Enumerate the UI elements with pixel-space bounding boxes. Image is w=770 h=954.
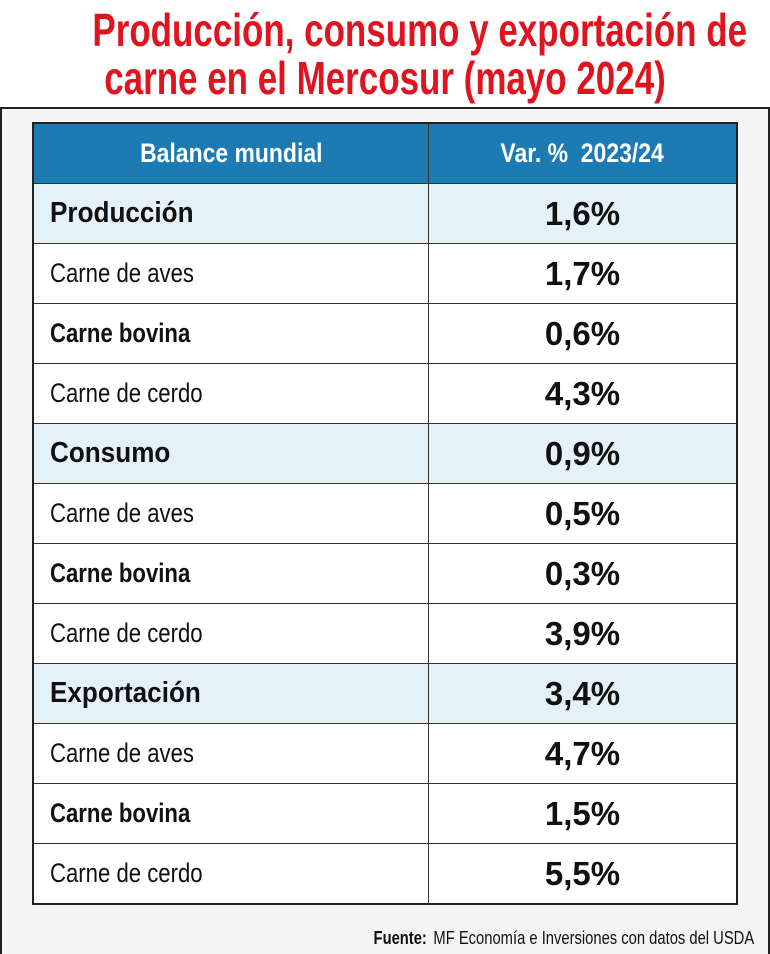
table-row: Producción 1,6% (32, 183, 738, 244)
value-cell: 1,5% (428, 783, 738, 844)
label-text: Carne de aves (50, 258, 194, 288)
table-row: Exportación 3,4% (32, 663, 738, 724)
value-cell: 4,3% (428, 363, 738, 424)
label-cell: Carne de cerdo (32, 363, 429, 424)
value-cell: 5,5% (428, 843, 738, 905)
header-text: Var. % 2023/24 (500, 138, 665, 168)
title: Producción, consumo y exportación de car… (0, 6, 770, 102)
label-cell: Carne bovina (32, 783, 429, 844)
value-cell: 0,5% (428, 483, 738, 544)
title-line: carne en el Mercosur (mayo 2024) (104, 52, 666, 104)
value-cell: 0,9% (428, 423, 738, 484)
table-row: Carne de aves 4,7% (32, 723, 738, 784)
value-cell: 0,3% (428, 543, 738, 604)
label-text: Carne bovina (50, 798, 191, 828)
source: Fuente: MF Economía e Inversiones con dat… (373, 928, 754, 949)
label-text: Carne de cerdo (50, 378, 203, 408)
label-text: Carne bovina (50, 558, 191, 588)
label-cell: Carne de aves (32, 483, 429, 544)
source-text: MF Economía e Inversiones con datos del … (433, 928, 754, 948)
table-row: Carne bovina 0,6% (32, 303, 738, 364)
table-row: Carne de cerdo 5,5% (32, 843, 738, 905)
label-text: Exportación (50, 677, 201, 709)
title-line: Producción, consumo y exportación de (92, 4, 748, 56)
value-cell: 0,6% (428, 303, 738, 364)
value-cell: 4,7% (428, 723, 738, 784)
label-text: Carne de aves (50, 498, 194, 528)
label-text: Carne de cerdo (50, 858, 203, 888)
table-row: Consumo 0,9% (32, 423, 738, 484)
table-row: Carne de aves 1,7% (32, 243, 738, 304)
label-cell: Carne de aves (32, 243, 429, 304)
header-row: Balance mundial Var. % 2023/24 (32, 122, 738, 184)
table-row: Carne de cerdo 4,3% (32, 363, 738, 424)
label-cell: Carne de aves (32, 723, 429, 784)
label-cell: Producción (32, 183, 429, 244)
table-row: Carne bovina 1,5% (32, 783, 738, 844)
label-text: Carne de aves (50, 738, 194, 768)
label-cell: Carne de cerdo (32, 843, 429, 905)
label-text: Carne bovina (50, 318, 191, 348)
table-body: Producción 1,6% Carne de aves 1,7% Carne bov… (32, 183, 738, 905)
table-row: Carne bovina 0,3% (32, 543, 738, 604)
table-head: Balance mundial Var. % 2023/24 (32, 122, 738, 184)
table-row: Carne de cerdo 3,9% (32, 603, 738, 664)
value-cell: 3,9% (428, 603, 738, 664)
label-text: Consumo (50, 437, 171, 469)
value-cell: 1,6% (428, 183, 738, 244)
label-cell: Carne bovina (32, 303, 429, 364)
header-cell: Balance mundial (32, 122, 429, 184)
label-cell: Exportación (32, 663, 429, 724)
label-cell: Carne bovina (32, 543, 429, 604)
label-cell: Carne de cerdo (32, 603, 429, 664)
table: Balance mundial Var. % 2023/24 Producció… (32, 122, 738, 905)
value-cell: 1,7% (428, 243, 738, 304)
source-label: Fuente: (373, 928, 427, 948)
header-cell: Var. % 2023/24 (428, 122, 738, 184)
label-text: Producción (50, 197, 194, 229)
label-text: Carne de cerdo (50, 618, 203, 648)
label-cell: Consumo (32, 423, 429, 484)
table-row: Carne de aves 0,5% (32, 483, 738, 544)
value-cell: 3,4% (428, 663, 738, 724)
header-text: Balance mundial (139, 138, 323, 168)
